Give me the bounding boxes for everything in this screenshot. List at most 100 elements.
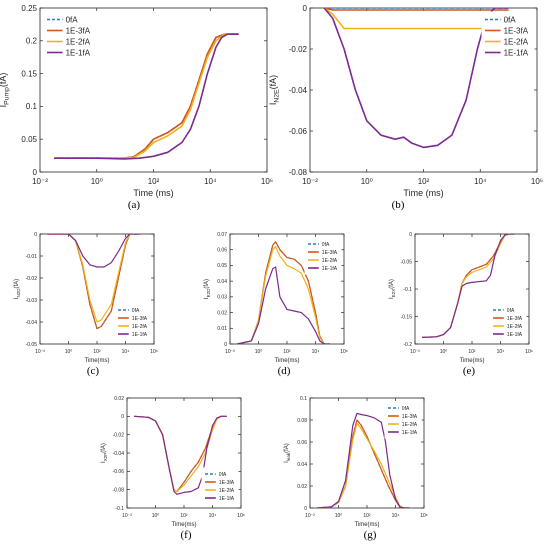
y-tick-label: 0 bbox=[33, 168, 38, 177]
y-axis-label-sub: E2X bbox=[391, 289, 396, 298]
y-tick-label: -0.05 bbox=[401, 259, 413, 265]
x-axis-label: Time (ms) bbox=[133, 188, 173, 198]
y-axis-label-sub: leak bbox=[286, 452, 291, 461]
x-tick-label: 10⁰ bbox=[152, 513, 160, 519]
y-axis-label-sub: N2D bbox=[16, 288, 21, 298]
legend: 0fA 1E-3fA 1E-2fA 1E-1fA bbox=[43, 11, 97, 61]
panel-caption: (f) bbox=[181, 529, 192, 541]
y-tick-label: 0.02 bbox=[297, 484, 307, 490]
legend-label: 1E-2fA bbox=[507, 324, 523, 330]
y-tick-label: 0 bbox=[121, 414, 124, 420]
chart-panel-d: 10⁻² 10⁰ 10² 10⁴ 10⁶ 0 0.01 0.02 0.03 0.04 0.05 0.0… bbox=[204, 232, 348, 377]
panel-caption: (d) bbox=[278, 365, 291, 377]
legend-label: 1E-3fA bbox=[132, 316, 148, 322]
chart-panel-a: 10⁻² 10⁰ 10² 10⁴ 10⁶ 0 0.05 0.1 0.15 0.2 0.25 Time … bbox=[0, 4, 273, 211]
y-tick-label: -0.1 bbox=[115, 506, 124, 512]
series-line-1E-2fA bbox=[317, 422, 410, 508]
legend-label: 0fA bbox=[66, 15, 79, 24]
x-tick-label: 10⁻² bbox=[32, 177, 48, 186]
chart-panel-f: 10⁻² 10⁰ 10² 10⁴ 10⁶ 0.02 0 -0.02 -0.04 -0.06 -0.0… bbox=[101, 396, 245, 541]
y-tick-label: 0.15 bbox=[21, 69, 37, 78]
legend: 0fA 1E-3fA 1E-2fA 1E-1fA bbox=[384, 401, 422, 439]
y-tick-label: -0.15 bbox=[401, 314, 413, 320]
legend-label: 1E-3fA bbox=[322, 250, 338, 256]
y-axis-label: IE2X(fA) bbox=[389, 279, 396, 299]
x-tick-label: 10⁶ bbox=[261, 177, 273, 186]
y-tick-label: -0.05 bbox=[26, 342, 38, 348]
legend-label: 1E-1fA bbox=[504, 48, 529, 57]
y-tick-label: 0.1 bbox=[300, 396, 307, 402]
y-axis-label-main: I bbox=[389, 297, 395, 299]
legend-label: 1E-1fA bbox=[402, 430, 418, 436]
x-tick-label: 10⁶ bbox=[150, 349, 158, 355]
y-axis-label-unit: (fA) bbox=[0, 73, 8, 88]
legend-label: 1E-2fA bbox=[322, 258, 338, 264]
y-tick-label: 0.02 bbox=[114, 396, 124, 402]
x-tick-label: 10⁶ bbox=[525, 349, 533, 355]
panel-caption: (a) bbox=[128, 199, 141, 211]
y-axis-label: IN2D(fA) bbox=[14, 279, 21, 299]
y-axis-label-main: I bbox=[284, 461, 290, 463]
series-line-1E-2fA bbox=[236, 246, 330, 344]
series-line-1E-2fA bbox=[323, 8, 509, 30]
legend-label: 1E-1fA bbox=[132, 332, 148, 338]
y-axis-label-main: I bbox=[101, 461, 107, 463]
x-tick-label: 10² bbox=[468, 349, 476, 355]
y-tick-label: -0.2 bbox=[403, 342, 412, 348]
y-tick-label: 0.04 bbox=[297, 462, 307, 468]
legend-label: 0fA bbox=[504, 15, 517, 24]
legend-label: 1E-2fA bbox=[504, 37, 529, 46]
x-axis-label: Time (ms) bbox=[403, 188, 443, 198]
y-tick-label: 0.06 bbox=[297, 440, 307, 446]
x-tick-label: 10⁴ bbox=[497, 349, 505, 355]
series-line-1E-1fA bbox=[54, 33, 239, 160]
x-tick-label: 10² bbox=[283, 349, 291, 355]
y-tick-label: 0.07 bbox=[217, 232, 227, 238]
x-tick-label: 10⁴ bbox=[122, 349, 130, 355]
x-tick-label: 10⁴ bbox=[474, 177, 487, 186]
x-tick-label: 10⁻² bbox=[225, 349, 235, 355]
x-tick-label: 10² bbox=[93, 349, 101, 355]
legend: 0fA 1E-3fA 1E-2fA 1E-1fA bbox=[481, 11, 535, 61]
y-tick-label: 0 bbox=[34, 232, 37, 238]
legend-label: 1E-1fA bbox=[219, 496, 235, 502]
y-axis-label-unit: (fA) bbox=[268, 75, 278, 90]
x-axis-label: Time(ms) bbox=[84, 358, 109, 364]
y-tick-label: 0.02 bbox=[217, 310, 227, 316]
y-axis-label: Ileak(fA) bbox=[284, 443, 291, 463]
legend-label: 1E-3fA bbox=[402, 414, 418, 420]
series-line-1E-1fA bbox=[134, 415, 227, 495]
y-tick-label: -0.02 bbox=[113, 432, 125, 438]
y-axis-label-main: I bbox=[14, 297, 20, 299]
y-tick-label: -0.08 bbox=[113, 487, 125, 493]
legend-label: 0fA bbox=[219, 472, 227, 478]
series-line-1E-1fA bbox=[236, 266, 330, 344]
x-axis-label: Time(ms) bbox=[459, 358, 484, 364]
x-tick-label: 10² bbox=[363, 513, 371, 519]
y-tick-label: 0 bbox=[303, 4, 308, 13]
y-tick-label: 0.06 bbox=[217, 247, 227, 253]
y-axis-label-unit: (fA) bbox=[284, 443, 290, 453]
y-tick-label: -0.02 bbox=[289, 45, 308, 54]
y-tick-label: -0.03 bbox=[26, 298, 38, 304]
y-tick-label: -0.08 bbox=[289, 168, 308, 177]
x-tick-label: 10⁴ bbox=[209, 513, 217, 519]
x-tick-label: 10⁰ bbox=[440, 349, 448, 355]
y-tick-label: -0.06 bbox=[289, 127, 308, 136]
y-tick-label: 0.01 bbox=[217, 326, 227, 332]
legend: 0fA 1E-3fA 1E-2fA 1E-1fA bbox=[114, 303, 152, 341]
chart-panel-e: 10⁻² 10⁰ 10² 10⁴ 10⁶ 0 -0.05 -0.1 -0.15 -0.2 Time(… bbox=[389, 232, 533, 377]
y-tick-label: -0.01 bbox=[26, 254, 38, 260]
x-tick-label: 10⁻² bbox=[305, 513, 315, 519]
legend-label: 1E-1fA bbox=[66, 48, 91, 57]
y-tick-label: 0.25 bbox=[21, 4, 37, 13]
legend-label: 1E-3fA bbox=[66, 26, 91, 35]
y-tick-label: 0.04 bbox=[217, 279, 227, 285]
panel-caption: (e) bbox=[463, 365, 476, 377]
chart-panel-c: 10⁻² 10⁰ 10² 10⁴ 10⁶ 0 -0.01 -0.02 -0.03 -0.04 -0.… bbox=[14, 232, 158, 377]
series-line-1E-3fA bbox=[324, 8, 509, 11]
y-tick-label: -0.1 bbox=[403, 287, 412, 293]
x-tick-label: 10⁰ bbox=[361, 177, 373, 186]
legend-label: 1E-2fA bbox=[66, 37, 91, 46]
chart-panel-b: 10⁻² 10⁰ 10² 10⁴ 10⁶ 0 -0.02 -0.04 -0.06 -0.08 Tim… bbox=[268, 4, 543, 211]
